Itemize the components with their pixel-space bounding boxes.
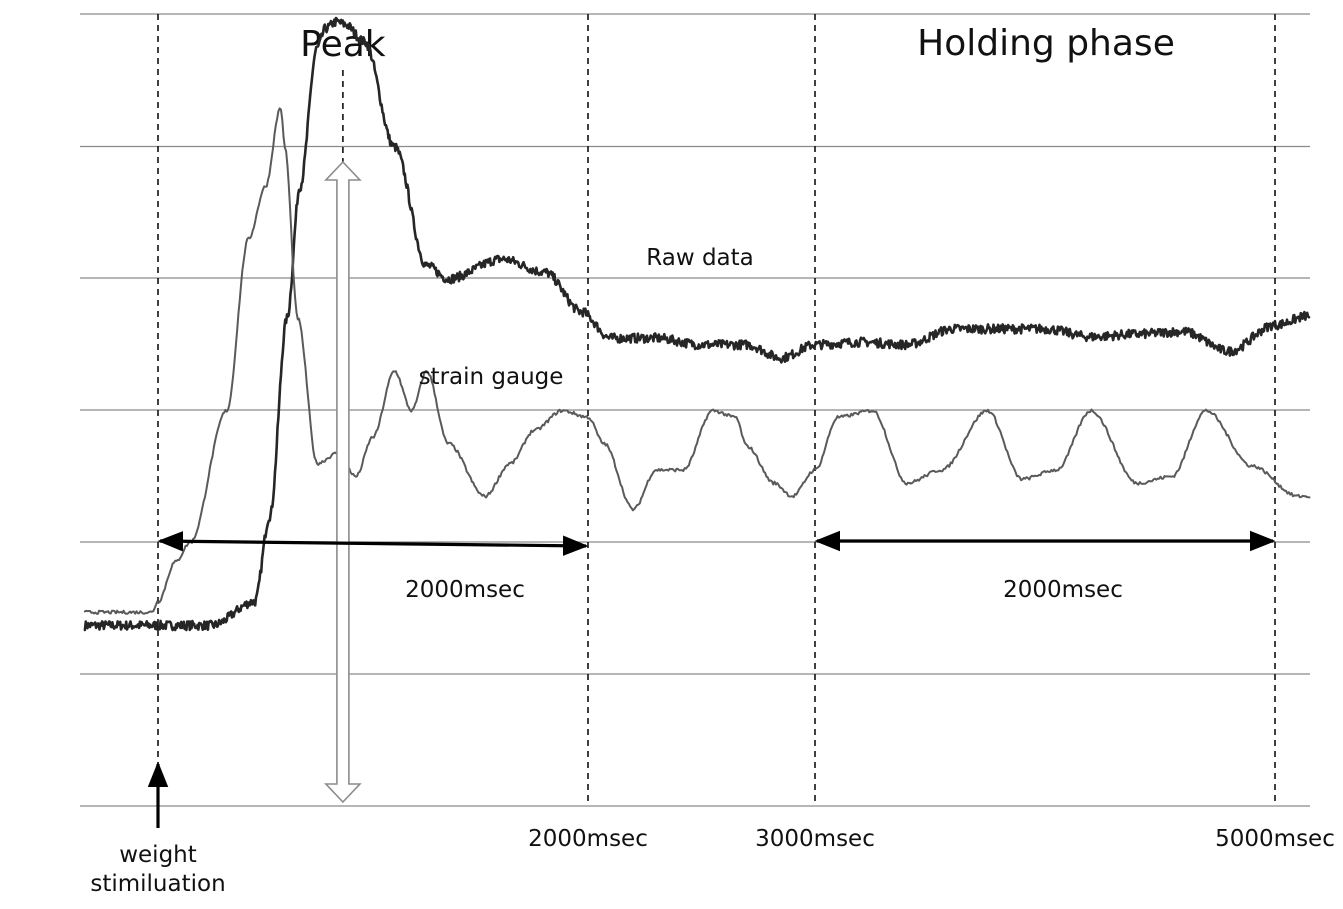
interval-arrow-0 [157,531,589,556]
text-labels: Raw data strain gauge 2000msec 2000msec weig… [90,245,1335,897]
gridlines [80,13,1310,807]
interval-arrows [157,530,1276,556]
interval-label-1: 2000msec [1003,577,1123,603]
peak-amplitude-arrow-shape [324,160,362,804]
holding-phase-label: Holding phase [917,23,1175,64]
series-line-raw-data [83,16,1311,632]
marker-label-2000: 2000msec [528,826,648,852]
series-label-strain-gauge: strain gauge [419,364,564,390]
series-line-strain-gauge [83,107,1311,615]
interval-label-0: 2000msec [405,577,525,603]
marker-label-5000: 5000msec [1215,826,1335,852]
series-layer [83,16,1311,632]
marker-lines [157,14,1276,806]
series-label-raw-data: Raw data [646,245,754,271]
peak-amplitude-arrow [324,160,362,804]
stimulus-label: weight stimiluation [90,842,225,897]
marker-label-3000: 3000msec [755,826,875,852]
